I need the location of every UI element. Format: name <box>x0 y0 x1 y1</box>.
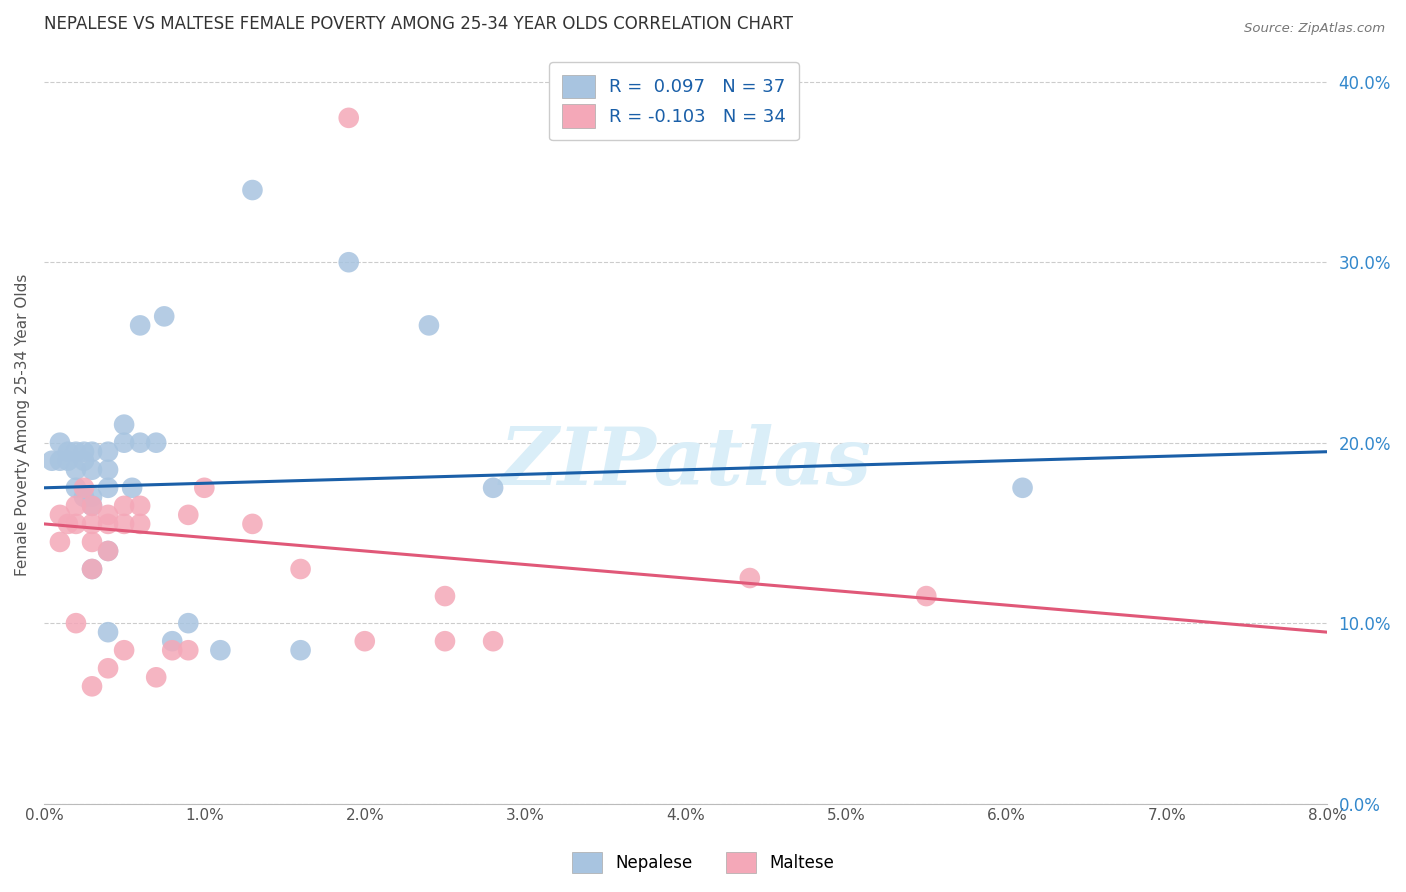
Point <box>65 516 87 531</box>
Y-axis label: Female Poverty Among 25-34 Year Olds: Female Poverty Among 25-34 Year Olds <box>15 274 30 576</box>
Point <box>129 499 152 513</box>
Point <box>73 490 96 504</box>
Point <box>738 571 761 585</box>
Point <box>482 481 505 495</box>
Point <box>337 255 360 269</box>
Point <box>97 544 120 558</box>
Text: NEPALESE VS MALTESE FEMALE POVERTY AMONG 25-34 YEAR OLDS CORRELATION CHART: NEPALESE VS MALTESE FEMALE POVERTY AMONG… <box>44 15 793 33</box>
Point <box>193 481 215 495</box>
Point <box>73 481 96 495</box>
Text: ZIPatlas: ZIPatlas <box>499 424 872 501</box>
Point <box>177 616 200 631</box>
Point <box>80 444 103 458</box>
Point <box>290 562 312 576</box>
Point <box>433 589 456 603</box>
Point <box>129 435 152 450</box>
Point <box>145 670 167 684</box>
Point <box>112 516 135 531</box>
Point <box>482 634 505 648</box>
Point <box>209 643 232 657</box>
Text: Source: ZipAtlas.com: Source: ZipAtlas.com <box>1244 22 1385 36</box>
Point <box>80 499 103 513</box>
Point <box>65 444 87 458</box>
Point <box>162 634 184 648</box>
Point <box>97 508 120 522</box>
Point <box>145 435 167 450</box>
Point <box>49 535 72 549</box>
Point <box>49 508 72 522</box>
Legend: R =  0.097   N = 37, R = -0.103   N = 34: R = 0.097 N = 37, R = -0.103 N = 34 <box>550 62 799 140</box>
Point <box>80 562 103 576</box>
Point <box>80 562 103 576</box>
Point <box>162 643 184 657</box>
Point <box>56 516 79 531</box>
Point <box>353 634 375 648</box>
Point <box>80 516 103 531</box>
Point <box>65 499 87 513</box>
Point <box>97 481 120 495</box>
Point <box>112 643 135 657</box>
Point <box>97 463 120 477</box>
Point <box>41 454 63 468</box>
Point <box>56 444 79 458</box>
Point <box>80 499 103 513</box>
Point <box>80 490 103 504</box>
Point <box>177 643 200 657</box>
Point <box>1011 481 1033 495</box>
Point <box>97 661 120 675</box>
Point <box>65 481 87 495</box>
Point <box>80 535 103 549</box>
Point <box>177 508 200 522</box>
Point <box>418 318 440 333</box>
Point <box>65 463 87 477</box>
Point <box>73 454 96 468</box>
Point <box>337 111 360 125</box>
Point <box>97 444 120 458</box>
Point <box>73 444 96 458</box>
Legend: Nepalese, Maltese: Nepalese, Maltese <box>565 846 841 880</box>
Point <box>97 625 120 640</box>
Point <box>121 481 143 495</box>
Point <box>80 679 103 693</box>
Point <box>65 616 87 631</box>
Point <box>433 634 456 648</box>
Point <box>153 310 176 324</box>
Point <box>112 499 135 513</box>
Point <box>242 183 264 197</box>
Point <box>112 417 135 432</box>
Point <box>112 435 135 450</box>
Point <box>242 516 264 531</box>
Point <box>56 454 79 468</box>
Point <box>129 516 152 531</box>
Point <box>80 463 103 477</box>
Point <box>97 516 120 531</box>
Point <box>290 643 312 657</box>
Point <box>915 589 938 603</box>
Point <box>97 544 120 558</box>
Point <box>49 454 72 468</box>
Point <box>49 435 72 450</box>
Point <box>129 318 152 333</box>
